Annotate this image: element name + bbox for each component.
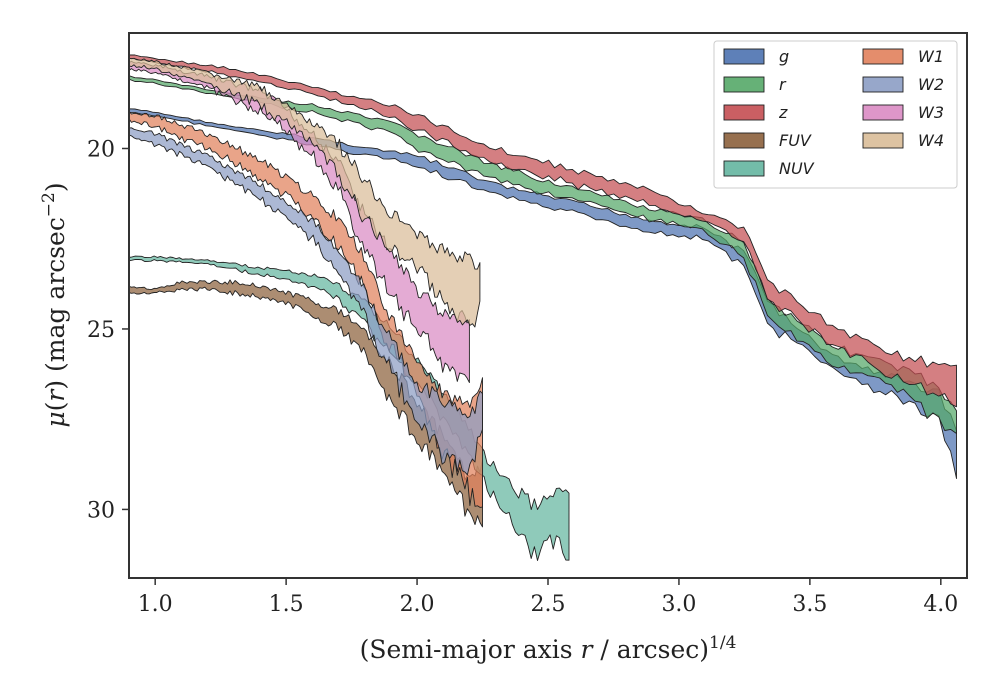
band-w4 <box>129 57 481 328</box>
legend-label-w2: W2 <box>918 75 944 94</box>
band-r <box>129 75 957 434</box>
x-axis-ticks: 1.0 1.5 2.0 2.5 3.0 3.5 4.0 <box>138 578 958 617</box>
legend-swatch-g <box>723 48 765 65</box>
x-tick-label: 4.0 <box>923 592 958 617</box>
x-tick-label: 2.0 <box>400 592 435 617</box>
legend-swatch-z <box>723 104 765 121</box>
legend-label-w3: W3 <box>918 103 944 122</box>
x-tick-label: 1.0 <box>138 592 173 617</box>
y-axis-label-pre: ( <box>41 402 70 412</box>
x-axis-label-sup: 1/4 <box>709 633 736 653</box>
band-w1 <box>129 110 483 508</box>
y-axis-ticks: 20 25 30 <box>87 137 129 523</box>
band-z <box>129 54 957 408</box>
y-axis-label-var: r <box>41 388 70 402</box>
bands-layer <box>129 54 957 561</box>
x-tick-label: 1.5 <box>269 592 304 617</box>
y-axis-label-post: ) <box>41 182 70 192</box>
band-w2 <box>129 127 483 476</box>
x-axis-label-pre: (Semi-major axis <box>360 635 581 664</box>
band-g <box>129 108 957 479</box>
y-tick-label: 30 <box>87 498 115 523</box>
x-tick-label: 2.5 <box>531 592 566 617</box>
legend: grz FUV NUV W1 W2 W3 W4 <box>713 40 958 189</box>
y-axis-label: μ(r) (mag arcsec−2) <box>39 182 70 427</box>
legend-label-fuv: FUV <box>779 131 812 150</box>
legend-swatch-nuv <box>723 160 765 177</box>
legend-label-w4: W4 <box>918 131 944 150</box>
y-tick-label: 20 <box>87 137 115 162</box>
band-nuv <box>129 255 570 561</box>
legend-swatch-r <box>723 76 765 93</box>
legend-swatch-w1 <box>862 48 904 65</box>
legend-label-r: r <box>779 75 787 94</box>
legend-swatch-w2 <box>862 76 904 93</box>
legend-label-g: g <box>779 47 789 66</box>
legend-label-z: z <box>778 103 788 122</box>
y-axis-label-sup: −2 <box>39 192 59 217</box>
x-axis-label-post: / arcsec) <box>592 635 709 664</box>
y-axis-label-mid: ) (mag arcsec <box>41 217 70 390</box>
x-tick-label: 3.5 <box>792 592 827 617</box>
x-tick-label: 3.0 <box>661 592 696 617</box>
y-axis-label-mu: μ <box>41 411 70 427</box>
x-axis-label: (Semi-major axis r / arcsec)1/4 <box>360 633 737 664</box>
legend-label-nuv: NUV <box>779 159 815 178</box>
legend-label-w1: W1 <box>918 47 944 66</box>
legend-swatch-w4 <box>862 132 904 149</box>
x-axis-label-var: r <box>581 635 595 664</box>
y-tick-label: 25 <box>87 318 115 343</box>
legend-swatch-fuv <box>723 132 765 149</box>
legend-swatch-w3 <box>862 104 904 121</box>
